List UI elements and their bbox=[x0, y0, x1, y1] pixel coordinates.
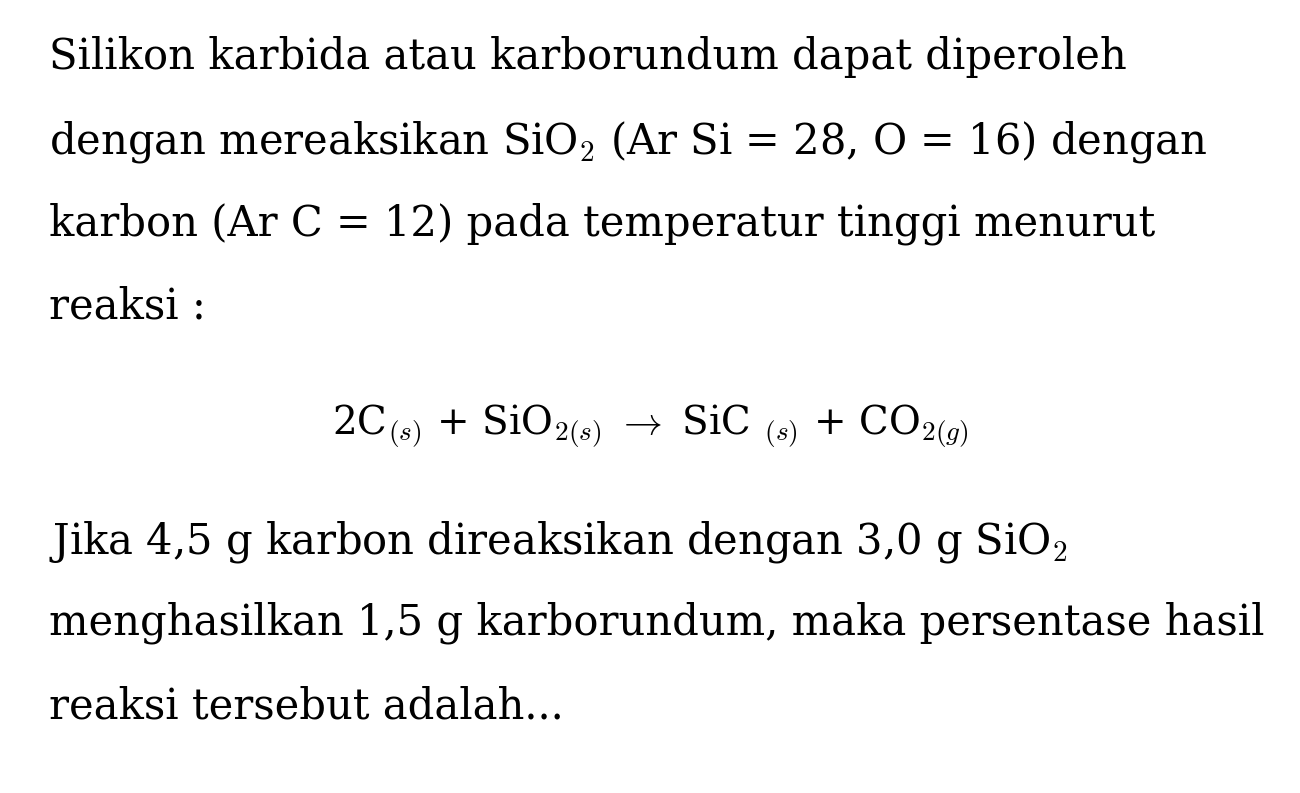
Text: 2C$_{(s)}$ + SiO$_{2(s)}$ $\rightarrow$ SiC $_{(s)}$ + CO$_{2(g)}$: 2C$_{(s)}$ + SiO$_{2(s)}$ $\rightarrow$ … bbox=[332, 402, 968, 449]
Text: Silikon karbida atau karborundum dapat diperoleh: Silikon karbida atau karborundum dapat d… bbox=[49, 36, 1127, 78]
Text: Jika 4,5 g karbon direaksikan dengan 3,0 g SiO$_2$: Jika 4,5 g karbon direaksikan dengan 3,0… bbox=[49, 519, 1069, 565]
Text: dengan mereaksikan SiO$_2$ (Ar Si = 28, O = 16) dengan: dengan mereaksikan SiO$_2$ (Ar Si = 28, … bbox=[49, 119, 1208, 165]
Text: menghasilkan 1,5 g karborundum, maka persentase hasil: menghasilkan 1,5 g karborundum, maka per… bbox=[49, 602, 1265, 645]
Text: reaksi :: reaksi : bbox=[49, 285, 207, 328]
Text: karbon (Ar C = 12) pada temperatur tinggi menurut: karbon (Ar C = 12) pada temperatur tingg… bbox=[49, 202, 1156, 245]
Text: reaksi tersebut adalah...: reaksi tersebut adalah... bbox=[49, 685, 564, 727]
